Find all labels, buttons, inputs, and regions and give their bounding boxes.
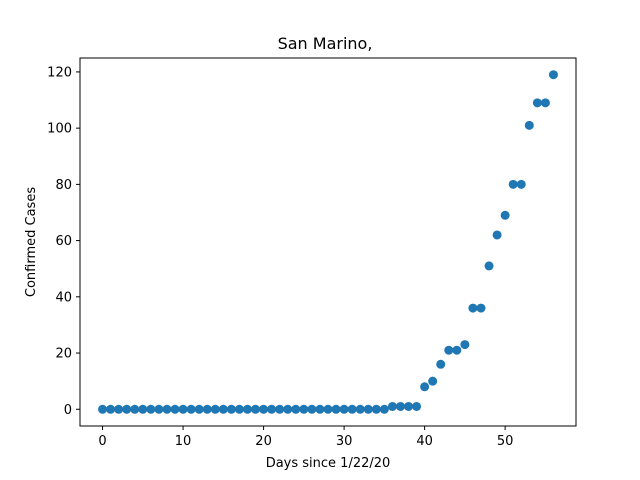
data-point bbox=[468, 304, 477, 313]
y-tick-label: 80 bbox=[55, 178, 72, 193]
data-point bbox=[444, 346, 453, 355]
data-point bbox=[476, 304, 485, 313]
x-axis-label: Days since 1/22/20 bbox=[266, 456, 391, 471]
data-point bbox=[452, 346, 461, 355]
chart-title: San Marino, bbox=[278, 34, 373, 53]
y-tick-label: 0 bbox=[64, 403, 72, 418]
data-point bbox=[485, 261, 494, 270]
data-point bbox=[525, 121, 534, 130]
data-point bbox=[493, 230, 502, 239]
data-point bbox=[388, 402, 397, 411]
data-point bbox=[114, 405, 123, 414]
data-point bbox=[517, 180, 526, 189]
data-point bbox=[154, 405, 163, 414]
data-point bbox=[179, 405, 188, 414]
y-axis-label: Confirmed Cases bbox=[24, 187, 39, 297]
data-point bbox=[283, 405, 292, 414]
data-point bbox=[501, 211, 510, 220]
data-point bbox=[171, 405, 180, 414]
data-point bbox=[396, 402, 405, 411]
data-point bbox=[187, 405, 196, 414]
data-point bbox=[299, 405, 308, 414]
x-tick-label: 30 bbox=[336, 434, 353, 449]
data-point bbox=[291, 405, 300, 414]
y-axis-ticks: 0 20 40 60 80 100 120 bbox=[47, 65, 80, 417]
x-tick-label: 0 bbox=[98, 434, 106, 449]
x-tick-label: 10 bbox=[175, 434, 192, 449]
data-point bbox=[404, 402, 413, 411]
data-point bbox=[98, 405, 107, 414]
data-point bbox=[380, 405, 389, 414]
y-tick-label: 120 bbox=[47, 65, 72, 80]
data-point bbox=[541, 98, 550, 107]
data-point bbox=[324, 405, 333, 414]
y-tick-label: 40 bbox=[55, 290, 72, 305]
data-point bbox=[340, 405, 349, 414]
data-point bbox=[460, 340, 469, 349]
data-point bbox=[203, 405, 212, 414]
x-tick-label: 40 bbox=[416, 434, 433, 449]
data-point bbox=[509, 180, 518, 189]
data-point bbox=[162, 405, 171, 414]
y-tick-label: 60 bbox=[55, 234, 72, 249]
data-points bbox=[98, 70, 558, 414]
data-point bbox=[420, 382, 429, 391]
data-point bbox=[106, 405, 115, 414]
x-tick-label: 20 bbox=[255, 434, 272, 449]
data-point bbox=[146, 405, 155, 414]
data-point bbox=[275, 405, 284, 414]
y-tick-label: 100 bbox=[47, 122, 72, 137]
data-point bbox=[211, 405, 220, 414]
data-point bbox=[364, 405, 373, 414]
data-point bbox=[195, 405, 204, 414]
data-point bbox=[348, 405, 357, 414]
data-point bbox=[372, 405, 381, 414]
data-point bbox=[549, 70, 558, 79]
data-point bbox=[235, 405, 244, 414]
data-point bbox=[219, 405, 228, 414]
data-point bbox=[122, 405, 131, 414]
data-point bbox=[259, 405, 268, 414]
data-point bbox=[267, 405, 276, 414]
data-point bbox=[243, 405, 252, 414]
data-point bbox=[332, 405, 341, 414]
data-point bbox=[533, 98, 542, 107]
plot-frame bbox=[80, 58, 576, 426]
x-tick-label: 50 bbox=[497, 434, 514, 449]
data-point bbox=[356, 405, 365, 414]
data-point bbox=[138, 405, 147, 414]
x-axis-ticks: 0 10 20 30 40 50 bbox=[98, 426, 513, 449]
data-point bbox=[227, 405, 236, 414]
data-point bbox=[315, 405, 324, 414]
data-point bbox=[436, 360, 445, 369]
data-point bbox=[412, 402, 421, 411]
data-point bbox=[251, 405, 260, 414]
data-point bbox=[428, 377, 437, 386]
data-point bbox=[130, 405, 139, 414]
y-tick-label: 20 bbox=[55, 347, 72, 362]
data-point bbox=[307, 405, 316, 414]
